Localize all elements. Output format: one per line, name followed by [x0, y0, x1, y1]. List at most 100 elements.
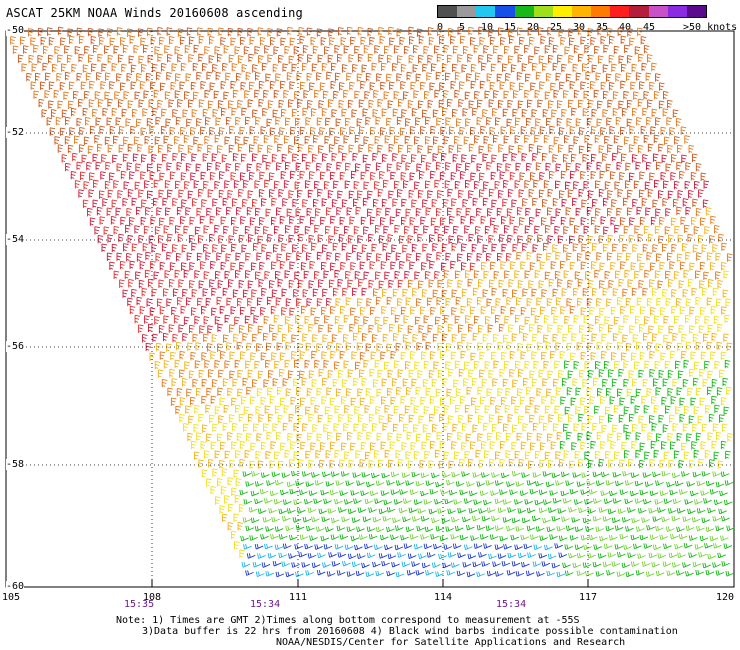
wind-barb: [300, 81, 306, 91]
wind-barb: [659, 216, 665, 226]
wind-barb: [511, 333, 518, 342]
wind-barb: [434, 225, 441, 235]
wind-barb: [33, 44, 39, 54]
wind-barb: [581, 334, 588, 343]
wind-barb: [247, 234, 254, 243]
wind-barb: [557, 324, 564, 334]
wind-barb: [569, 217, 576, 226]
wind-barb: [492, 333, 499, 343]
wind-barb: [322, 153, 328, 162]
wind-barb: [587, 143, 593, 153]
wind-barb: [441, 517, 451, 524]
wind-barb: [426, 72, 432, 81]
wind-barb: [261, 243, 267, 253]
wind-barb: [557, 54, 563, 63]
wind-barb: [188, 99, 194, 108]
wind-barb: [202, 288, 209, 297]
wind-barb: [41, 109, 48, 118]
wind-barb: [531, 515, 541, 522]
wind-barb: [203, 225, 210, 234]
wind-barb: [497, 99, 504, 109]
wind-barb: [566, 387, 573, 396]
wind-barb: [560, 170, 567, 180]
wind-barb: [375, 296, 382, 306]
wind-barb: [425, 116, 431, 126]
wind-barb: [321, 261, 327, 271]
wind-barb: [644, 481, 654, 488]
wind-barb: [179, 36, 186, 45]
wind-barb: [296, 72, 303, 81]
wind-barb: [602, 378, 608, 388]
wind-barb: [345, 297, 352, 306]
wind-barb: [499, 234, 505, 243]
wind-barb: [537, 145, 543, 154]
wind-barb: [397, 298, 403, 307]
wind-barb: [149, 125, 155, 135]
wind-barb: [194, 316, 200, 325]
wind-barb: [352, 287, 358, 297]
wind-barb: [467, 278, 474, 288]
wind-barb: [503, 90, 510, 100]
wind-barb: [177, 28, 184, 37]
wind-barb: [278, 534, 288, 540]
wind-barb: [670, 350, 676, 360]
wind-barb: [267, 233, 273, 243]
wind-barb: [347, 279, 353, 288]
wind-barb: [198, 369, 205, 379]
wind-barb: [463, 136, 470, 145]
wind-barb: [502, 108, 509, 117]
wind-barb: [370, 351, 377, 360]
wind-barb: [103, 226, 110, 235]
wind-barb: [392, 198, 398, 207]
wind-barb: [308, 413, 314, 423]
wind-barb: [535, 162, 542, 171]
wind-barb: [632, 198, 638, 208]
wind-barb: [450, 562, 460, 568]
wind-barb: [443, 422, 449, 432]
wind-barb: [429, 234, 435, 243]
wind-barb: [518, 189, 525, 198]
wind-barb: [375, 116, 382, 126]
wind-barb: [242, 517, 252, 523]
wind-barb: [681, 350, 687, 360]
wind-barb: [594, 134, 601, 144]
wind-barb: [589, 306, 595, 316]
wind-barb: [316, 298, 323, 307]
wind-barb: [599, 280, 605, 289]
wind-barb: [439, 440, 446, 450]
wind-barb: [471, 397, 477, 406]
wind-barb: [163, 360, 170, 369]
wind-barb: [509, 216, 516, 225]
wind-barb: [215, 270, 221, 280]
wind-barb: [218, 189, 225, 199]
wind-barb: [159, 261, 166, 271]
wind-barb: [104, 91, 111, 100]
wind-barb: [497, 341, 503, 351]
wind-barb: [291, 334, 297, 343]
wind-barb: [323, 270, 330, 279]
wind-barb: [265, 73, 271, 82]
wind-barb: [531, 109, 538, 118]
wind-barb: [318, 145, 324, 154]
wind-barb: [252, 562, 262, 568]
wind-barb: [308, 459, 314, 469]
wind-barb: [635, 526, 645, 532]
wind-barb: [302, 423, 308, 432]
wind-barb: [293, 378, 299, 387]
wind-barb: [361, 287, 368, 297]
wind-barb: [656, 507, 666, 513]
wind-barb: [408, 507, 418, 514]
wind-barb: [70, 170, 77, 180]
wind-barb: [604, 135, 610, 145]
wind-barb: [559, 458, 565, 468]
wind-barb: [330, 80, 337, 90]
wind-barb: [322, 244, 328, 253]
wind-barb: [241, 64, 248, 73]
wind-barb: [712, 516, 721, 522]
wind-barb: [254, 481, 264, 487]
wind-barb: [612, 152, 618, 162]
wind-barb: [377, 324, 384, 333]
wind-barb: [295, 404, 301, 414]
wind-barb: [267, 413, 274, 423]
wind-barb: [561, 63, 567, 73]
